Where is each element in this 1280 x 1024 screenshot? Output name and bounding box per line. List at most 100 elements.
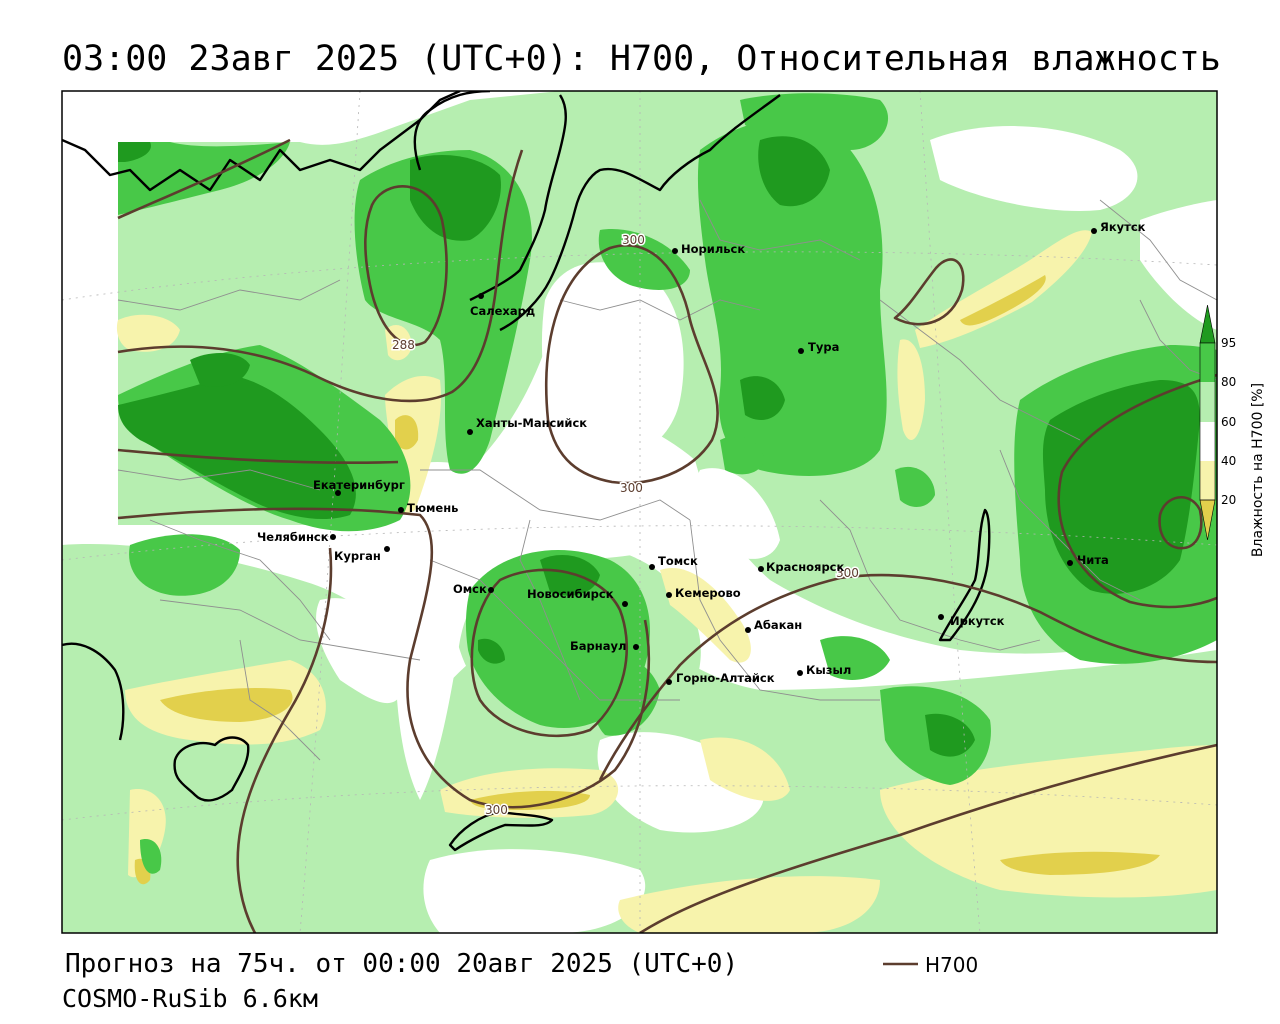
city-marker bbox=[488, 587, 494, 593]
city-label-khanty-mansiysk: Ханты-Мансийск bbox=[476, 416, 587, 430]
moist-area bbox=[593, 656, 660, 736]
very-dry-area bbox=[1000, 851, 1160, 875]
moist-area bbox=[720, 436, 765, 475]
city-label-kyzyl: Кызыл bbox=[806, 663, 851, 677]
contour-label: 300 bbox=[620, 481, 643, 495]
map-frame bbox=[61, 90, 1218, 934]
city-label-tomsk: Томск bbox=[658, 554, 698, 568]
colorbar-tick: 80 bbox=[1221, 375, 1236, 389]
h700-contour bbox=[1057, 373, 1217, 609]
city-label-kemerovo: Кемерово bbox=[675, 586, 741, 600]
h700-contour bbox=[893, 258, 965, 326]
contour-label: 288 bbox=[392, 338, 415, 352]
coastlines bbox=[62, 91, 991, 852]
city-label-tyumen: Тюмень bbox=[407, 501, 458, 515]
city-marker bbox=[745, 627, 751, 633]
region-border bbox=[159, 599, 421, 661]
region-border bbox=[117, 279, 341, 311]
region-border bbox=[1099, 199, 1217, 301]
city-label-barnaul: Барнаул bbox=[570, 639, 626, 653]
caspian-coastline bbox=[62, 642, 125, 741]
city-marker bbox=[335, 490, 341, 496]
h700-contour bbox=[236, 547, 333, 933]
region-border bbox=[699, 199, 861, 261]
region-border bbox=[117, 469, 321, 491]
h700-contour bbox=[117, 448, 399, 465]
region-border bbox=[689, 519, 880, 701]
humidity-gap bbox=[393, 461, 694, 800]
city-marker bbox=[478, 293, 484, 299]
humidity-gap bbox=[930, 126, 1138, 211]
baikal-lake bbox=[938, 508, 991, 642]
saturated-area bbox=[478, 638, 505, 664]
saturated-area bbox=[118, 142, 151, 162]
model-name: COSMO-RuSib 6.6км bbox=[62, 984, 318, 1013]
region-border bbox=[429, 559, 680, 701]
dry-area bbox=[897, 339, 925, 440]
contour-label: 300 bbox=[622, 233, 645, 247]
city-marker bbox=[797, 670, 803, 676]
city-marker bbox=[467, 429, 473, 435]
h700-contour bbox=[117, 507, 651, 809]
saturated-area bbox=[410, 155, 501, 241]
very-dry-area bbox=[160, 688, 293, 722]
region-border bbox=[999, 449, 1141, 601]
saturated-area bbox=[740, 376, 785, 420]
colorbar-tick: 95 bbox=[1221, 336, 1236, 350]
arctic-coastline bbox=[62, 91, 461, 192]
region-border bbox=[819, 499, 1041, 651]
city-label-kurgan: Курган bbox=[334, 549, 381, 563]
colorbar-outline bbox=[1199, 342, 1216, 501]
city-label-tura: Тура bbox=[808, 340, 839, 354]
graticule-line bbox=[299, 91, 361, 933]
h700-contour bbox=[117, 138, 291, 220]
city-label-salekhard: Салехард bbox=[470, 304, 535, 318]
contour-labels: 300 288 300 300 300 bbox=[391, 232, 861, 819]
city-marker bbox=[666, 592, 672, 598]
city-label-yekaterinburg: Екатеринбург bbox=[313, 478, 405, 492]
city-marker bbox=[758, 566, 764, 572]
h700-contour bbox=[470, 568, 628, 738]
aral-sea bbox=[173, 736, 250, 802]
taymyr-coastline bbox=[499, 94, 781, 332]
colorbar: 95 80 60 40 20 Влажность на H700 [%] bbox=[1199, 304, 1266, 557]
city-label-chelyabinsk: Челябинск bbox=[257, 530, 329, 544]
colorbar-label: Влажность на H700 [%] bbox=[1250, 383, 1266, 557]
humidity-below-20-layer bbox=[134, 275, 1160, 885]
city-label-gorno-altaysk: Горно-Алтайск bbox=[676, 671, 775, 685]
humidity-gap bbox=[1140, 200, 1217, 330]
h700-contours bbox=[117, 138, 1217, 933]
graticule-line bbox=[919, 91, 981, 933]
very-dry-area bbox=[395, 415, 419, 450]
map-title: 03:00 23авг 2025 (UTC+0): H700, Относите… bbox=[62, 39, 1221, 79]
dry-area bbox=[618, 876, 880, 933]
very-dry-area bbox=[960, 275, 1046, 326]
colorbar-segment-60-80 bbox=[1200, 382, 1215, 422]
humidity-gap bbox=[423, 849, 646, 933]
cities: Салехард Норильск Якутск Тура Ханты-Манс… bbox=[257, 220, 1146, 685]
city-label-abakan: Абакан bbox=[754, 618, 802, 632]
h700-contour bbox=[1158, 495, 1203, 550]
city-marker bbox=[649, 564, 655, 570]
graticule-line bbox=[62, 785, 1217, 821]
moist-area bbox=[354, 150, 532, 474]
colorbar-segment-20-40 bbox=[1200, 461, 1215, 500]
forecast-info: Прогноз на 75ч. от 00:00 20авг 2025 (UTC… bbox=[65, 949, 738, 979]
region-border bbox=[239, 639, 321, 761]
colorbar-segment-40-60 bbox=[1200, 422, 1215, 461]
city-marker bbox=[633, 644, 639, 650]
city-marker bbox=[398, 507, 404, 513]
moist-area bbox=[140, 839, 162, 874]
city-marker bbox=[384, 546, 390, 552]
colorbar-tick: 40 bbox=[1221, 454, 1236, 468]
novaya-zemlya-coastline bbox=[413, 91, 491, 171]
saturated-area bbox=[1042, 380, 1200, 594]
city-label-omsk: Омск bbox=[453, 582, 487, 596]
moist-area bbox=[895, 466, 935, 507]
city-label-irkutsk: Иркутск bbox=[950, 614, 1005, 628]
city-marker bbox=[666, 679, 672, 685]
yamal-coastline bbox=[469, 94, 567, 302]
moist-area bbox=[129, 534, 240, 596]
city-marker bbox=[330, 534, 336, 540]
very-dry-area bbox=[470, 790, 590, 810]
